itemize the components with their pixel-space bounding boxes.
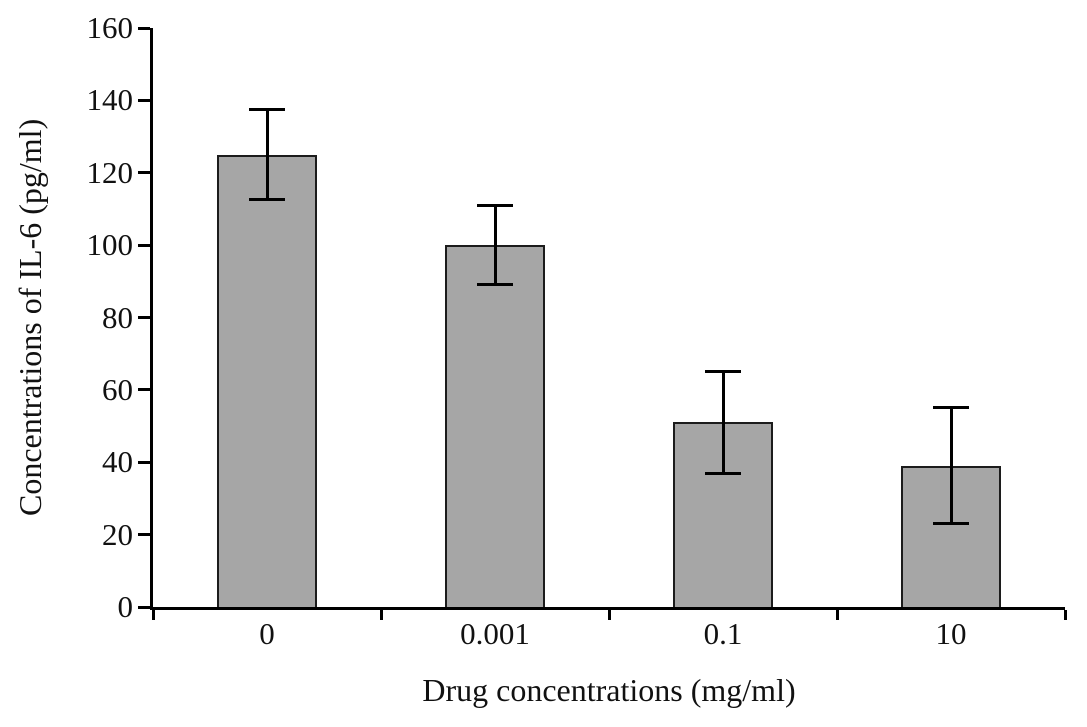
y-tick-label: 40 xyxy=(102,444,133,480)
y-tick-label: 0 xyxy=(117,589,134,624)
y-tick-label: 80 xyxy=(102,299,133,335)
y-tick-mark xyxy=(138,316,150,319)
y-tick-label: 140 xyxy=(86,82,134,118)
y-tick-label: 120 xyxy=(86,154,134,190)
y-tick-mark xyxy=(138,388,150,392)
error-bar-line xyxy=(721,371,725,474)
error-bar-line xyxy=(949,407,953,524)
bar xyxy=(673,422,773,607)
x-tick-mark xyxy=(835,610,839,620)
y-axis-title: Concentrations of IL-6 (pg/ml) xyxy=(12,118,48,517)
bar xyxy=(445,245,545,607)
error-bar-cap-top xyxy=(705,370,741,374)
error-bar-cap-top xyxy=(249,107,285,111)
error-bar-cap-bottom xyxy=(477,283,513,287)
error-bar-cap-bottom xyxy=(933,522,969,526)
x-tick-mark xyxy=(1063,610,1067,620)
y-tick-mark xyxy=(138,460,150,464)
error-bar-line xyxy=(265,109,269,200)
error-bar-line xyxy=(493,205,497,285)
y-tick-mark xyxy=(138,605,150,609)
x-category-label: 0.1 xyxy=(703,616,743,651)
x-axis-labels: 0 0.001 0.1 10 xyxy=(153,616,1065,656)
error-bar-cap-top xyxy=(477,203,513,207)
y-tick-mark xyxy=(138,26,150,30)
y-tick-label: 60 xyxy=(102,371,133,407)
x-category-label: 0 xyxy=(259,616,275,651)
bar xyxy=(217,154,317,607)
plot-area: 0 20 40 60 80 100 120 140 160 xyxy=(87,11,1067,624)
error-bar-cap-bottom xyxy=(249,198,285,202)
y-tick-label: 100 xyxy=(86,227,134,263)
y-tick-mark xyxy=(138,171,150,175)
y-tick-label: 20 xyxy=(102,516,133,552)
error-bar-cap-bottom xyxy=(705,471,741,475)
x-tick-mark xyxy=(379,610,383,620)
x-tick-mark xyxy=(607,610,611,620)
y-tick-mark xyxy=(138,243,150,247)
x-category-label: 10 xyxy=(935,616,967,651)
x-axis-title: Drug concentrations (mg/ml) xyxy=(422,672,796,708)
y-tick-label: 160 xyxy=(86,10,134,45)
y-tick-mark xyxy=(138,533,150,537)
x-tick-mark xyxy=(151,610,155,620)
y-tick-mark xyxy=(138,98,150,102)
error-bar-cap-top xyxy=(933,406,969,410)
x-category-label: 0.001 xyxy=(460,616,530,651)
